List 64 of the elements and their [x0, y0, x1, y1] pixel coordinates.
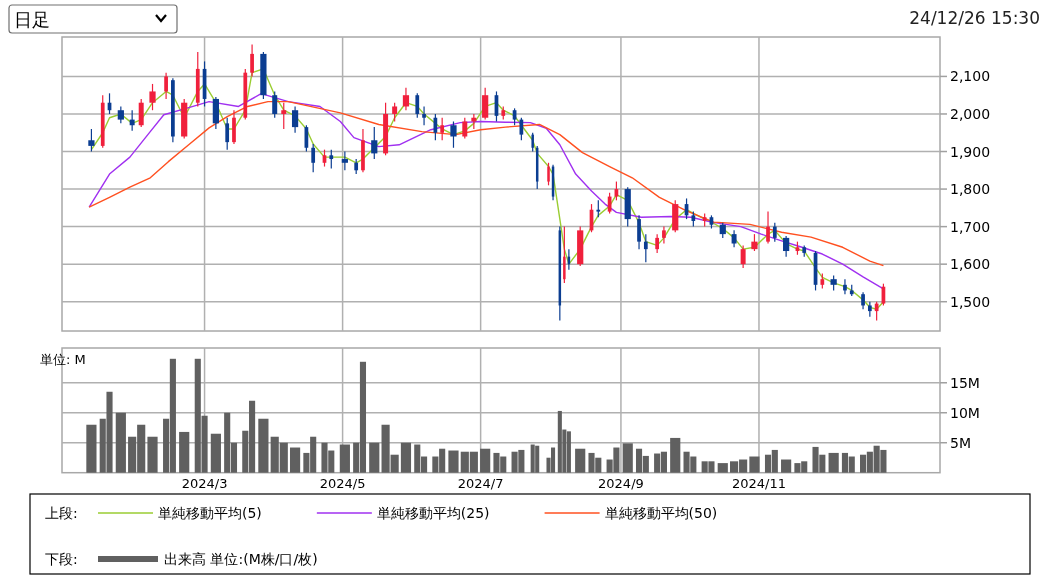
candlestick	[164, 72, 168, 100]
candlestick	[272, 90, 278, 119]
x-tick-label: 2024/7	[457, 475, 504, 491]
candlestick	[462, 117, 468, 139]
bar	[535, 445, 540, 473]
candlestick	[843, 278, 847, 295]
candlestick	[422, 105, 426, 126]
y-tick-label: 10M	[950, 404, 980, 421]
y-tick-label: 5M	[950, 434, 971, 451]
bar	[530, 444, 535, 473]
legend-label: 単純移動平均(25)	[376, 505, 490, 521]
line-series	[88, 93, 885, 290]
candlestick	[643, 233, 648, 263]
candlestick	[392, 102, 398, 123]
candlestick	[766, 211, 770, 245]
candlestick	[440, 117, 445, 141]
candlestick	[519, 117, 524, 141]
bar	[566, 431, 571, 473]
y-tick-label: 1,600	[950, 256, 991, 273]
legend-label: 出来高 単位:(M株/口/枚)	[164, 551, 318, 567]
legend-title: 上段:	[45, 505, 78, 521]
candlestick	[450, 120, 457, 149]
x-tick-label: 2024/3	[181, 475, 228, 491]
candlestick	[88, 128, 95, 153]
candlestick	[531, 132, 534, 153]
candlestick	[341, 150, 348, 171]
y-tick-label: 2,000	[950, 105, 991, 122]
candlestick	[547, 162, 550, 186]
candlestick	[874, 301, 879, 322]
y-tick-label: 1,700	[950, 218, 991, 235]
x-tick-label: 2024/5	[319, 475, 366, 491]
candlestick	[149, 83, 156, 111]
candlestick	[415, 92, 420, 119]
text: 24/12/26 15:30	[909, 8, 1040, 28]
candlestick	[772, 222, 777, 243]
candlestick	[225, 117, 230, 151]
candlestick	[867, 301, 872, 318]
candlestick	[637, 214, 641, 250]
candlestick	[482, 87, 489, 121]
x-tick-label: 2024/11	[731, 475, 786, 491]
y-tick-label: 15M	[950, 374, 980, 391]
legend-title: 下段:	[45, 551, 78, 567]
candlestick	[138, 98, 144, 128]
legend-label: 単純移動平均(5)	[158, 505, 262, 521]
candlestick	[371, 126, 378, 160]
candlestick	[563, 226, 566, 284]
candlestick	[329, 149, 334, 170]
candlestick	[655, 233, 660, 254]
candlestick	[281, 102, 287, 130]
y-tick-label: 1,900	[950, 143, 991, 160]
y-tick-label: 2,100	[950, 68, 991, 85]
legend-label: 単純移動平均(50)	[604, 505, 718, 521]
candlestick	[783, 235, 790, 258]
candlestick	[311, 143, 316, 173]
y-tick-label: 1,500	[950, 293, 991, 310]
y-tick-label: 1,800	[950, 181, 991, 198]
y-axis-title: 単位: M	[40, 352, 86, 367]
candlestick	[662, 226, 666, 245]
candlestick	[740, 244, 746, 269]
line-series	[88, 100, 885, 267]
candlestick	[250, 43, 254, 78]
bar	[557, 410, 562, 473]
x-tick-label: 2024/9	[598, 475, 644, 491]
text: 日足	[14, 9, 50, 30]
